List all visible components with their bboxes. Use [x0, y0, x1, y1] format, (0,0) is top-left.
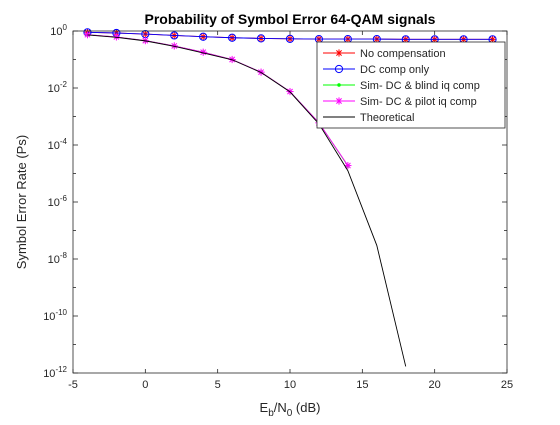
legend-entry: DC comp only	[323, 64, 430, 76]
x-tick-label: 5	[215, 379, 221, 391]
x-tick-label: -5	[68, 379, 78, 391]
series-theoretical	[87, 34, 407, 367]
legend-label: Theoretical	[360, 112, 414, 124]
x-axis-label: Eb/N0 (dB)	[260, 400, 321, 419]
series-point	[334, 64, 344, 74]
legend-label: Sim- DC & pilot iq comp	[360, 96, 477, 108]
x-tick-label: 20	[429, 379, 441, 391]
x-tick-label: 10	[284, 379, 296, 391]
y-tick-label: 10-2	[48, 80, 68, 95]
x-tick-label: 25	[501, 379, 513, 391]
series-point	[256, 34, 266, 43]
x-tick-label: 0	[142, 379, 148, 391]
series-point	[336, 50, 342, 56]
y-tick-label: 10-6	[48, 194, 68, 209]
y-tick-label: 10-12	[43, 365, 67, 380]
legend-label: DC comp only	[360, 64, 430, 76]
legend-label: Sim- DC & blind iq comp	[360, 80, 480, 92]
series-point	[170, 31, 179, 40]
y-tick-label: 100	[50, 23, 67, 38]
y-tick-label: 10-4	[48, 137, 68, 152]
axis-labels: Eb/N0 (dB) Symbol Error Rate (Ps)	[14, 135, 320, 419]
series-point	[336, 98, 342, 104]
series-point	[228, 33, 237, 42]
series-point	[200, 49, 207, 56]
legend: No compensation DC comp only Sim- DC & bli…	[316, 41, 506, 129]
series-point	[489, 36, 496, 43]
series-line	[87, 34, 407, 367]
series-point	[199, 32, 208, 41]
series-line	[87, 31, 493, 40]
legend-label: No compensation	[360, 48, 446, 60]
y-tick-label: 10-10	[43, 308, 67, 323]
series-point	[84, 31, 91, 38]
series-point	[337, 83, 341, 87]
legend-entry: Sim- DC & blind iq comp	[323, 80, 480, 92]
y-tick-label: 10-8	[48, 251, 68, 266]
legend-entry: Sim- DC & pilot iq comp	[323, 96, 477, 108]
legend-entry: No compensation	[323, 48, 446, 60]
series-point	[285, 34, 295, 43]
chart-title: Probability of Symbol Error 64-QAM signa…	[145, 11, 436, 27]
x-tick-label: 15	[356, 379, 368, 391]
legend-entry: Theoretical	[323, 112, 414, 124]
axes-box	[72, 30, 508, 374]
y-axis-label: Symbol Error Rate (Ps)	[14, 135, 29, 269]
